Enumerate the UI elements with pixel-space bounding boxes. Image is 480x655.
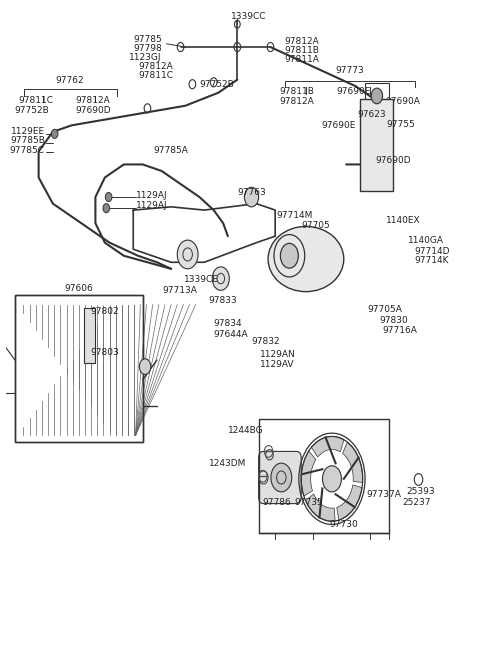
Text: 97785C: 97785C — [10, 146, 45, 155]
Text: 97811B: 97811B — [279, 87, 314, 96]
Text: 97812A: 97812A — [139, 62, 173, 71]
Text: 97785A: 97785A — [154, 146, 189, 155]
Text: 1243DM: 1243DM — [209, 458, 247, 468]
Circle shape — [244, 187, 259, 207]
Wedge shape — [301, 451, 316, 496]
Text: 97735: 97735 — [294, 498, 323, 507]
Text: 1129EE: 1129EE — [11, 127, 45, 136]
Text: 97623: 97623 — [358, 111, 386, 119]
Text: 1129AJ: 1129AJ — [136, 191, 167, 200]
Wedge shape — [337, 485, 362, 520]
Text: 97690A: 97690A — [385, 97, 420, 105]
Text: 97690E: 97690E — [336, 87, 371, 96]
Text: 97832: 97832 — [252, 337, 280, 346]
Bar — [84, 308, 96, 364]
Text: 97755: 97755 — [386, 120, 415, 129]
Text: 97798: 97798 — [133, 44, 162, 53]
Text: 1129AJ: 1129AJ — [136, 201, 167, 210]
Text: 97773: 97773 — [335, 66, 364, 75]
Text: 97737A: 97737A — [367, 490, 401, 499]
Text: 1339CE: 1339CE — [184, 274, 219, 284]
Text: 97812A: 97812A — [76, 96, 110, 105]
Text: 97752B: 97752B — [14, 107, 49, 115]
Text: 1129AN: 1129AN — [260, 350, 295, 360]
Text: 97690D: 97690D — [75, 107, 111, 115]
Circle shape — [139, 359, 151, 375]
Text: 97811A: 97811A — [285, 55, 320, 64]
Circle shape — [105, 193, 112, 202]
Text: 97812A: 97812A — [285, 37, 319, 46]
Text: 97802: 97802 — [91, 307, 119, 316]
Text: 1123GJ: 1123GJ — [129, 53, 162, 62]
Text: 97833: 97833 — [209, 296, 238, 305]
Text: 1140GA: 1140GA — [408, 236, 444, 244]
Bar — [15, 295, 143, 441]
Text: 97705A: 97705A — [367, 305, 402, 314]
Text: 97830: 97830 — [379, 316, 408, 325]
Text: 97803: 97803 — [91, 348, 119, 357]
Text: 97606: 97606 — [64, 284, 93, 293]
Bar — [259, 419, 389, 533]
Circle shape — [51, 129, 58, 138]
Text: 25393: 25393 — [407, 487, 435, 496]
Text: 97834: 97834 — [214, 319, 242, 328]
Text: 97705: 97705 — [301, 221, 330, 230]
Circle shape — [212, 267, 229, 290]
Text: 97811C: 97811C — [19, 96, 54, 105]
Wedge shape — [312, 436, 344, 457]
Bar — [15, 295, 143, 441]
Text: 97785B: 97785B — [10, 136, 45, 145]
Text: 97811B: 97811B — [285, 46, 320, 55]
Text: 97714D: 97714D — [415, 247, 450, 255]
Circle shape — [371, 88, 383, 103]
Text: 1244BG: 1244BG — [228, 426, 264, 435]
Text: 97786: 97786 — [262, 498, 291, 507]
Bar — [360, 99, 394, 191]
Circle shape — [271, 463, 292, 492]
Text: 97714M: 97714M — [276, 211, 312, 220]
Text: 1140EX: 1140EX — [385, 216, 420, 225]
Text: 97785: 97785 — [133, 35, 162, 44]
Text: 97714K: 97714K — [415, 257, 449, 265]
Text: 97644A: 97644A — [213, 329, 248, 339]
Text: 97730: 97730 — [329, 520, 358, 529]
Text: 97811C: 97811C — [138, 71, 173, 81]
Text: 97763: 97763 — [237, 188, 266, 197]
Wedge shape — [343, 442, 363, 483]
Text: 97713A: 97713A — [162, 286, 197, 295]
Text: 97716A: 97716A — [382, 326, 417, 335]
Text: 97752B: 97752B — [200, 81, 234, 89]
Text: 25237: 25237 — [402, 498, 431, 508]
Ellipse shape — [268, 227, 344, 291]
Wedge shape — [306, 494, 335, 521]
Circle shape — [103, 204, 109, 213]
FancyBboxPatch shape — [259, 451, 301, 504]
Text: 97812A: 97812A — [279, 97, 314, 105]
Bar — [365, 83, 389, 99]
Circle shape — [177, 240, 198, 269]
Text: 97690D: 97690D — [376, 156, 411, 165]
Circle shape — [323, 466, 341, 492]
Ellipse shape — [280, 244, 299, 268]
Text: 1129AV: 1129AV — [260, 360, 295, 369]
Text: 1339CC: 1339CC — [231, 12, 267, 21]
Text: 97762: 97762 — [55, 77, 84, 85]
Text: 97690E: 97690E — [322, 121, 356, 130]
